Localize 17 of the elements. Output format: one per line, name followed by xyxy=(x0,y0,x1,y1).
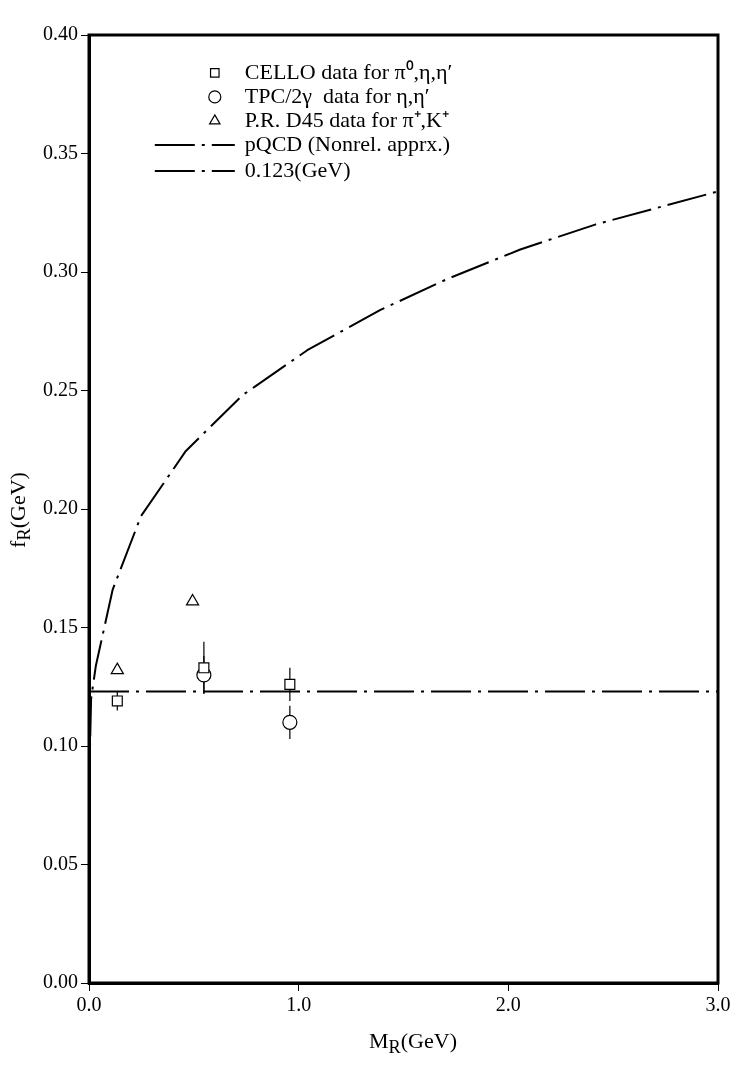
y-tick-label: 0.00 xyxy=(43,970,78,993)
legend-label: CELLO data for π⁰,η,η′ xyxy=(244,58,453,84)
y-tick-label: 0.15 xyxy=(43,614,78,637)
y-tick-label: 0.35 xyxy=(43,140,78,163)
legend-label: pQCD (Nonrel. apprx.) xyxy=(244,130,451,156)
legend-label: 0.123(GeV) xyxy=(244,156,351,182)
y-tick-label: 0.40 xyxy=(43,22,78,45)
y-tick-label: 0.25 xyxy=(43,377,78,400)
x-tick-label: 0.0 xyxy=(76,993,102,1016)
x-axis-title: M$_{R}$(GeV) xyxy=(368,1028,458,1059)
y-tick-label: 0.20 xyxy=(43,496,78,519)
y-tick-label: 0.30 xyxy=(43,259,78,282)
x-tick-label: 3.0 xyxy=(705,993,731,1016)
y-tick-label: 0.05 xyxy=(43,851,78,874)
x-tick-label: 1.0 xyxy=(286,993,312,1016)
y-tick-label: 0.10 xyxy=(43,733,78,756)
x-tick-label: 2.0 xyxy=(495,993,521,1016)
